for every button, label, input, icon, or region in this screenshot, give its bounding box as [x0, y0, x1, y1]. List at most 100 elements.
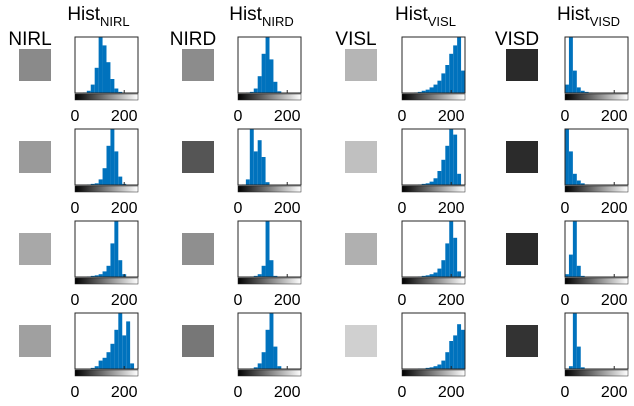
x-tick-label: 0: [71, 292, 80, 309]
x-tick-label: 200: [601, 108, 628, 125]
axes-box: [401, 220, 466, 278]
x-tick-label: 0: [561, 292, 570, 309]
hist-bar: [94, 183, 99, 185]
hist-bar: [261, 157, 266, 185]
hist-bar: [449, 129, 454, 185]
hist-bar: [453, 45, 458, 93]
hist-bar: [277, 366, 282, 369]
x-tick-label: 200: [111, 292, 138, 309]
face-image: [19, 325, 51, 357]
hist-bar: [572, 313, 577, 369]
hist-bar: [273, 275, 278, 277]
hist-bar: [98, 179, 103, 185]
hist-bar: [90, 84, 95, 93]
hist-bar: [433, 272, 438, 277]
colorbar: [74, 93, 139, 101]
colorbar: [401, 369, 466, 377]
hist-bar: [580, 183, 585, 185]
axes-box: [74, 220, 139, 278]
hist-bar: [453, 335, 458, 369]
hist-bar: [441, 159, 446, 185]
hist-bar: [576, 265, 581, 277]
hist-bar: [118, 91, 123, 93]
hist-bar: [94, 67, 99, 93]
axes-box: [564, 220, 629, 278]
hist-bar: [457, 271, 462, 277]
hist-bar: [421, 275, 426, 277]
hist-bar: [433, 84, 438, 93]
colorbar: [237, 277, 302, 285]
hist-bar: [576, 180, 581, 185]
colorbar: [74, 277, 139, 285]
x-tick-label: 200: [274, 108, 301, 125]
hist-bar: [118, 176, 123, 185]
face-image: [182, 233, 214, 265]
hist-bar: [580, 275, 585, 277]
hist-title: HistNIRD: [229, 4, 294, 29]
hist-bar: [253, 151, 258, 185]
x-tick-label: 200: [111, 200, 138, 217]
hist-bar: [453, 134, 458, 185]
hist-bar: [421, 90, 426, 93]
hist-bar: [86, 90, 91, 93]
x-tick-label: 0: [234, 384, 243, 401]
colorbar: [401, 277, 466, 285]
hist-bar: [118, 313, 123, 369]
title-main: Hist: [395, 4, 428, 25]
hist-title: HistVISD: [557, 4, 620, 29]
colorbar: [74, 185, 139, 193]
face-image: [345, 325, 377, 357]
face-image: [19, 233, 51, 265]
image-label: VISD: [495, 29, 539, 50]
x-tick-label: 0: [561, 108, 570, 125]
title-main: Hist: [67, 4, 100, 25]
hist-bar: [114, 151, 119, 185]
hist-bar: [437, 268, 442, 277]
face-image: [506, 233, 538, 265]
face-image: [345, 49, 377, 81]
hist-bar: [449, 53, 454, 93]
hist-bar: [102, 168, 107, 185]
axes-box: [237, 36, 302, 94]
hist-bar: [277, 91, 282, 93]
colorbar: [237, 185, 302, 193]
x-tick-label: 0: [561, 200, 570, 217]
hist-bar: [257, 274, 262, 277]
hist-bar: [425, 275, 430, 277]
image-label: NIRL: [8, 29, 51, 50]
axes-box: [237, 220, 302, 278]
axes-box: [401, 36, 466, 94]
face-image: [182, 141, 214, 173]
hist-bar: [572, 70, 577, 93]
colorbar: [74, 369, 139, 377]
x-tick-label: 200: [438, 200, 465, 217]
hist-bar: [576, 346, 581, 369]
face-image: [506, 141, 538, 173]
hist-bar: [433, 178, 438, 185]
face-image: [19, 141, 51, 173]
x-tick-label: 0: [398, 200, 407, 217]
hist-bar: [98, 274, 103, 277]
hist-bar: [265, 182, 270, 185]
hist-bar: [429, 181, 434, 185]
hist-bar: [437, 364, 442, 369]
title-sub: VISD: [590, 14, 620, 29]
x-tick-label: 0: [561, 384, 570, 401]
hist-bar: [445, 243, 450, 277]
hist-bar: [102, 357, 107, 369]
hist-bar: [269, 59, 274, 93]
colorbar: [401, 185, 466, 193]
hist-bar: [122, 335, 127, 369]
hist-bar: [421, 183, 426, 185]
hist-bar: [94, 275, 99, 277]
hist-bar: [429, 274, 434, 277]
axes-box: [237, 128, 302, 186]
hist-bar: [126, 321, 131, 369]
hist-bar: [449, 341, 454, 369]
hist-bar: [429, 87, 434, 93]
x-tick-label: 0: [71, 108, 80, 125]
x-tick-label: 0: [234, 108, 243, 125]
axes-box: [401, 312, 466, 370]
hist-bar: [565, 84, 569, 93]
hist-bar: [453, 237, 458, 277]
